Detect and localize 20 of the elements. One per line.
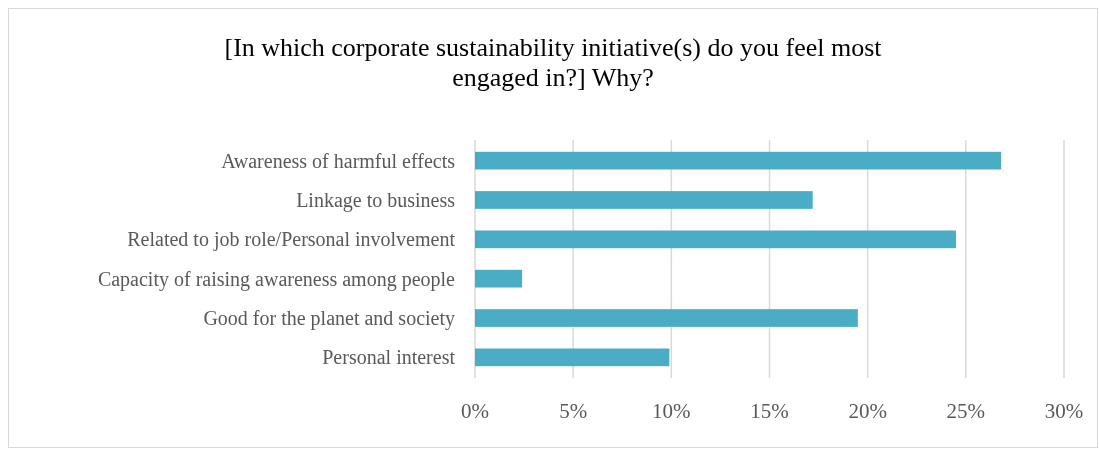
- x-tick-label: 0%: [461, 399, 489, 423]
- bar: [475, 230, 957, 249]
- y-tick-label: Personal interest: [322, 346, 456, 369]
- x-tick-label: 5%: [559, 399, 588, 423]
- bar: [475, 191, 813, 209]
- x-tick-label: 25%: [946, 399, 986, 423]
- y-tick-label: Related to job role/Personal involvement: [127, 228, 456, 252]
- y-tick-label: Linkage to business: [296, 188, 456, 212]
- x-tick-label: 10%: [652, 399, 691, 423]
- bar: [475, 348, 670, 367]
- x-tick-label: 20%: [848, 399, 887, 423]
- bar: [475, 269, 523, 288]
- x-tick-label: 30%: [1044, 399, 1084, 423]
- y-tick-label: Good for the planet and society: [203, 307, 455, 331]
- bar: [475, 309, 858, 327]
- x-tick-label: 15%: [750, 399, 789, 423]
- y-tick-label: Awareness of harmful effects: [221, 149, 456, 172]
- y-tick-label: Capacity of raising awareness among people: [97, 267, 456, 291]
- chart-title: [In which corporate sustainability initiative(s) do you feel most engaged in?] Why?: [224, 33, 883, 92]
- bar: [475, 151, 1002, 170]
